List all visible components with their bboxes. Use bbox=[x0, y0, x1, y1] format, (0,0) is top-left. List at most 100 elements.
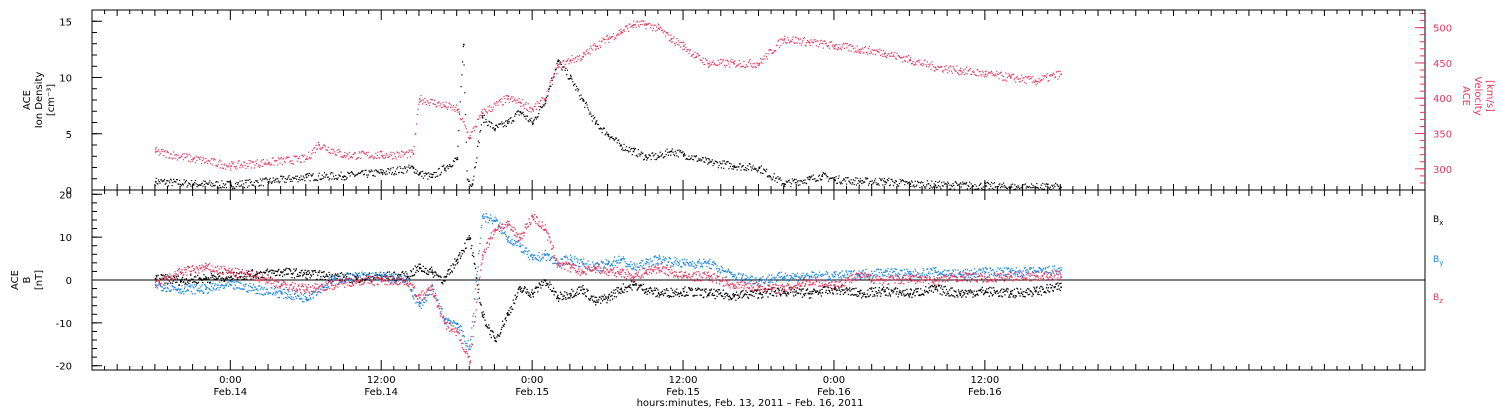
data-point bbox=[955, 70, 957, 72]
data-point bbox=[653, 154, 655, 156]
data-point bbox=[812, 41, 814, 43]
data-point bbox=[658, 254, 660, 256]
data-point bbox=[160, 179, 162, 181]
data-point bbox=[884, 181, 886, 183]
data-point bbox=[264, 163, 266, 165]
data-point bbox=[507, 121, 509, 123]
data-point bbox=[1008, 186, 1010, 188]
data-point bbox=[503, 323, 506, 325]
data-point bbox=[843, 289, 845, 291]
data-point bbox=[514, 115, 516, 117]
data-point bbox=[994, 73, 996, 75]
data-point bbox=[948, 295, 950, 297]
data-point bbox=[896, 183, 898, 186]
data-point bbox=[745, 290, 747, 292]
data-point bbox=[284, 177, 286, 180]
data-point bbox=[249, 178, 251, 181]
data-point bbox=[224, 184, 226, 186]
data-point bbox=[1053, 184, 1055, 186]
data-point bbox=[227, 181, 229, 183]
data-point bbox=[734, 293, 736, 296]
data-point bbox=[308, 151, 310, 153]
data-point bbox=[838, 175, 840, 177]
data-point bbox=[833, 178, 835, 180]
data-point bbox=[962, 69, 965, 71]
data-point bbox=[188, 282, 190, 285]
data-point bbox=[589, 53, 591, 55]
data-point bbox=[354, 275, 357, 278]
data-point bbox=[683, 154, 685, 156]
data-point bbox=[930, 186, 932, 188]
data-point bbox=[169, 182, 171, 184]
data-point bbox=[864, 46, 866, 49]
data-point bbox=[806, 288, 809, 290]
data-point bbox=[554, 70, 556, 72]
data-point bbox=[252, 184, 255, 186]
data-point bbox=[670, 154, 672, 156]
data-point bbox=[1043, 188, 1045, 190]
data-point bbox=[719, 161, 721, 163]
data-point bbox=[436, 105, 438, 107]
data-point bbox=[434, 176, 437, 178]
data-point bbox=[394, 170, 397, 173]
data-point bbox=[899, 56, 901, 58]
data-point bbox=[578, 265, 580, 268]
data-point bbox=[247, 165, 249, 167]
data-point bbox=[549, 258, 552, 261]
data-point bbox=[903, 295, 906, 297]
data-point bbox=[717, 59, 719, 62]
data-point bbox=[193, 281, 195, 283]
data-point bbox=[424, 97, 426, 100]
data-point bbox=[1025, 291, 1027, 293]
data-point bbox=[861, 292, 863, 294]
data-point bbox=[931, 284, 933, 287]
data-point bbox=[386, 173, 388, 175]
data-point bbox=[900, 181, 902, 183]
data-point bbox=[425, 272, 428, 274]
data-point bbox=[263, 162, 265, 164]
data-point bbox=[901, 61, 904, 63]
data-point bbox=[286, 267, 288, 269]
data-point bbox=[283, 288, 286, 290]
data-point bbox=[397, 172, 400, 174]
data-point bbox=[892, 55, 894, 58]
data-point bbox=[206, 162, 209, 165]
data-point bbox=[695, 155, 698, 157]
data-point bbox=[236, 278, 238, 280]
data-point bbox=[1030, 78, 1032, 80]
data-point bbox=[1015, 77, 1017, 79]
data-point bbox=[786, 181, 788, 183]
data-point bbox=[631, 153, 633, 156]
data-point bbox=[546, 253, 548, 255]
data-point bbox=[470, 185, 472, 187]
data-point bbox=[183, 293, 185, 295]
data-point bbox=[501, 320, 504, 322]
data-point bbox=[668, 151, 670, 153]
data-point bbox=[538, 102, 541, 104]
data-point bbox=[271, 287, 273, 289]
data-point bbox=[696, 52, 698, 54]
data-point bbox=[585, 50, 587, 52]
data-point bbox=[552, 287, 555, 289]
data-point bbox=[316, 278, 318, 281]
data-point bbox=[910, 289, 912, 291]
data-point bbox=[575, 89, 577, 91]
data-point bbox=[677, 264, 679, 267]
data-point bbox=[904, 181, 907, 183]
data-point bbox=[168, 282, 170, 285]
data-point bbox=[186, 186, 188, 188]
data-point bbox=[656, 295, 658, 297]
bottom-panel-data bbox=[154, 213, 1062, 365]
data-point bbox=[268, 292, 270, 294]
data-point bbox=[257, 289, 259, 292]
data-point bbox=[650, 158, 652, 161]
data-point bbox=[542, 281, 545, 284]
data-point bbox=[182, 290, 184, 292]
bottom-left-tick-label: -10 bbox=[56, 319, 72, 330]
data-point bbox=[624, 261, 626, 263]
data-point bbox=[856, 177, 858, 179]
data-point bbox=[459, 101, 461, 103]
data-point bbox=[630, 287, 632, 289]
data-point bbox=[651, 152, 653, 155]
data-point bbox=[246, 278, 248, 280]
